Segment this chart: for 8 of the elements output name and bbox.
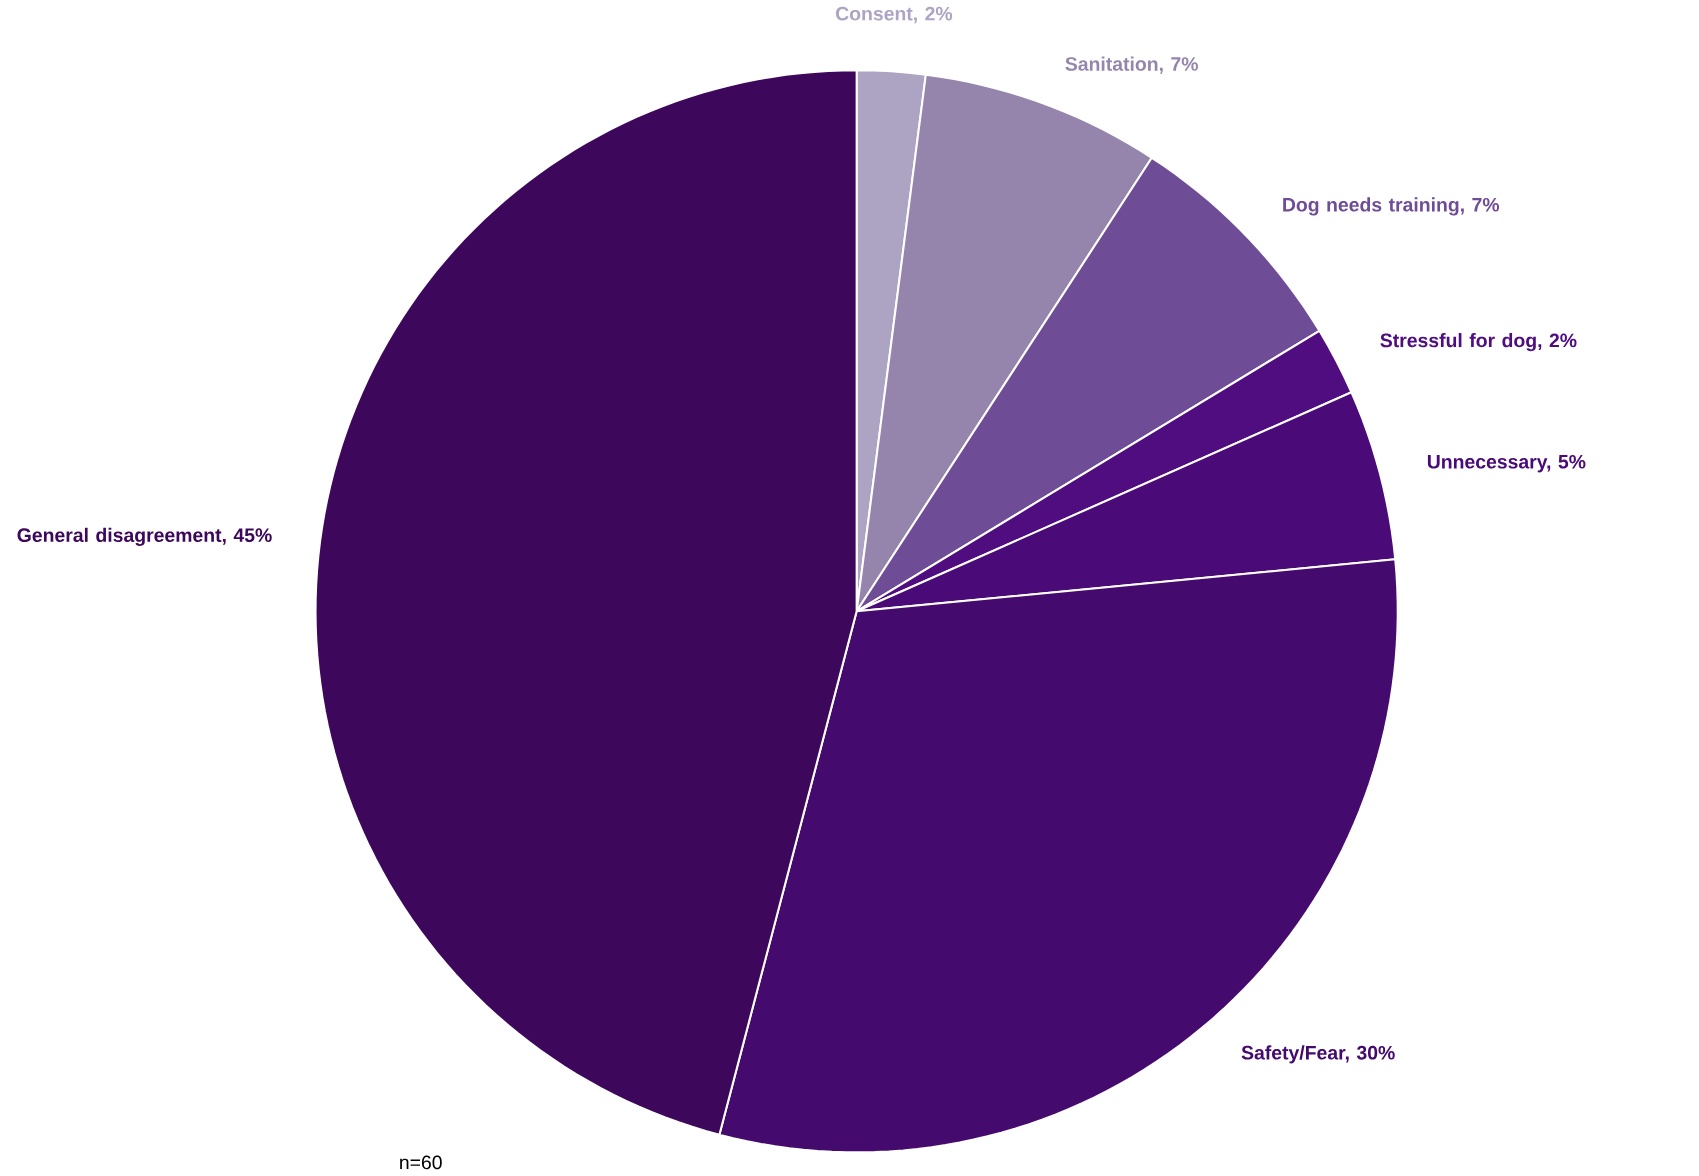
slice-label: Sanitation, 7%	[1065, 56, 1198, 74]
slice-label: Safety/Fear, 30%	[1241, 1045, 1395, 1064]
text: n=60	[400, 1155, 442, 1170]
slice-label: Dog needs training, 7%	[1283, 197, 1500, 216]
slice-label: Unnecessary, 5%	[1427, 454, 1586, 473]
slice-label: General disagreement, 45%	[17, 527, 272, 546]
slice-label: Stressful for dog, 2%	[1380, 333, 1577, 352]
slice-label: Consent, 2%	[835, 6, 953, 24]
